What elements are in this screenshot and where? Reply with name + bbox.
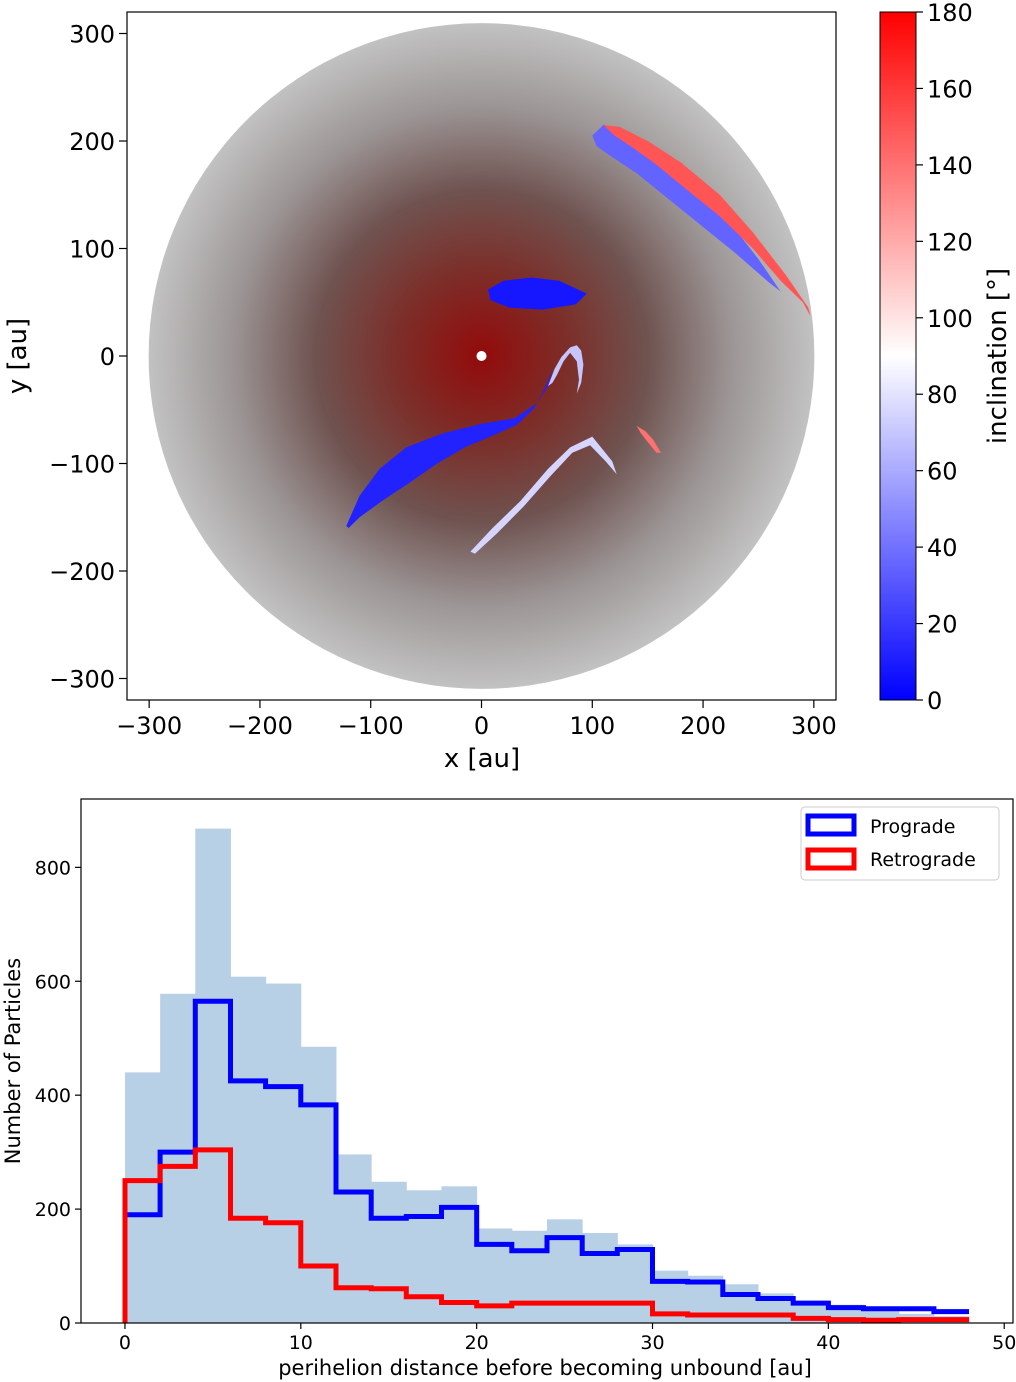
colorbar-tick-label: 60 [927, 458, 958, 486]
top-x-tick-label: 100 [569, 712, 615, 740]
bottom-y-tick-label: 200 [35, 1199, 71, 1221]
top-x-tick-label: −100 [338, 712, 404, 740]
bottom-x-tick-label: 30 [640, 1332, 664, 1354]
top-x-tick-label: −300 [116, 712, 182, 740]
colorbar-tick-label: 140 [927, 152, 973, 180]
top-y-tick-label: 200 [69, 128, 115, 156]
region-left-lobe-hook [548, 345, 584, 394]
bottom-x-tick-label: 10 [289, 1332, 313, 1354]
top-x-tick-label: 0 [474, 712, 489, 740]
legend-retrograde-swatch [805, 847, 857, 871]
prograde-step-line [122, 998, 969, 1323]
bottom-x-tick-label: 0 [119, 1332, 131, 1354]
top-y-tick-label: −100 [49, 451, 115, 479]
legend-retrograde-label: Retrograde [870, 849, 976, 871]
region-lower-arc [470, 436, 617, 554]
bottom-y-tick-label: 400 [35, 1085, 71, 1107]
colorbar-ticks: 0 20 40 60 80 100 120 140 160 180 [916, 0, 973, 715]
total-bar [335, 1154, 372, 1323]
particle-regions [346, 124, 811, 554]
total-bar [160, 993, 196, 1323]
bottom-y-tick-label: 600 [35, 971, 71, 993]
region-upper-blob [488, 277, 587, 310]
bottom-plot-frame [80, 798, 1014, 1324]
colorbar-tick-label: 80 [927, 381, 958, 409]
colorbar-tick-label: 180 [927, 0, 973, 27]
colorbar-tick-label: 100 [927, 305, 973, 333]
inclination-map-panel: −300 −200 −100 0 100 200 300 −300 −200 −100 0 100 20… [3, 11, 837, 774]
bottom-axes-ticks: 0 10 20 30 40 50 0 200 400 600 800 [35, 857, 1016, 1354]
colorbar: 0 20 40 60 80 100 120 140 160 180 inclination [°] [879, 0, 1013, 715]
colorbar-tick-label: 20 [927, 611, 958, 639]
total-bar [265, 983, 302, 1323]
top-y-tick-label: 300 [69, 21, 115, 49]
region-small-red-arc [636, 425, 661, 453]
central-star [476, 351, 487, 361]
top-y-tick-label: 100 [69, 236, 115, 264]
top-x-tick-label: 300 [791, 712, 837, 740]
colorbar-tick-label: 120 [927, 228, 973, 256]
total-bar [617, 1244, 654, 1323]
bottom-y-axis-label: Number of Particles [1, 958, 25, 1164]
colorbar-tick-label: 160 [927, 75, 973, 103]
total-bar [230, 976, 267, 1323]
top-y-tick-label: 0 [100, 343, 115, 371]
bottom-x-tick-label: 20 [465, 1332, 489, 1354]
colorbar-label: inclination [°] [983, 268, 1013, 444]
top-x-axis-label: x [au] [444, 744, 520, 774]
total-bar [511, 1230, 548, 1323]
retrograde-step-line [122, 1147, 969, 1323]
top-axes-ticks: −300 −200 −100 0 100 200 300 −300 −200 −100 0 100 20… [49, 21, 837, 741]
legend-prograde-swatch [805, 813, 857, 837]
bottom-x-tick-label: 40 [816, 1332, 840, 1354]
total-bar [300, 1046, 337, 1323]
top-x-tick-label: −200 [227, 712, 293, 740]
colorbar-tick-label: 0 [927, 687, 942, 715]
top-y-tick-label: −300 [49, 666, 115, 694]
legend-prograde-label: Prograde [870, 816, 955, 838]
region-upper-right-lobe-blue [592, 124, 781, 292]
top-y-tick-label: −200 [49, 558, 115, 586]
total-bar [124, 1072, 161, 1323]
histogram-panel: 0 10 20 30 40 50 0 200 400 600 800 perihelion dist… [1, 798, 1016, 1380]
legend: Prograde Retrograde [800, 806, 1000, 881]
colorbar-tick-label: 40 [927, 534, 958, 562]
top-y-axis-label: y [au] [3, 318, 33, 394]
total-bar [547, 1219, 583, 1323]
total-bar [406, 1190, 442, 1323]
region-left-elongated-lobe [346, 368, 553, 528]
bottom-x-axis-label: perihelion distance before becoming unbo… [278, 1356, 812, 1380]
top-x-tick-label: 200 [680, 712, 726, 740]
total-bar [371, 1181, 407, 1323]
colorbar-gradient [879, 11, 917, 701]
bottom-x-tick-label: 50 [992, 1332, 1016, 1354]
total-bar [582, 1233, 618, 1323]
bottom-y-tick-label: 800 [35, 857, 71, 879]
legend-box [800, 806, 1000, 881]
total-bar [195, 828, 231, 1323]
bottom-y-tick-label: 0 [59, 1313, 71, 1335]
